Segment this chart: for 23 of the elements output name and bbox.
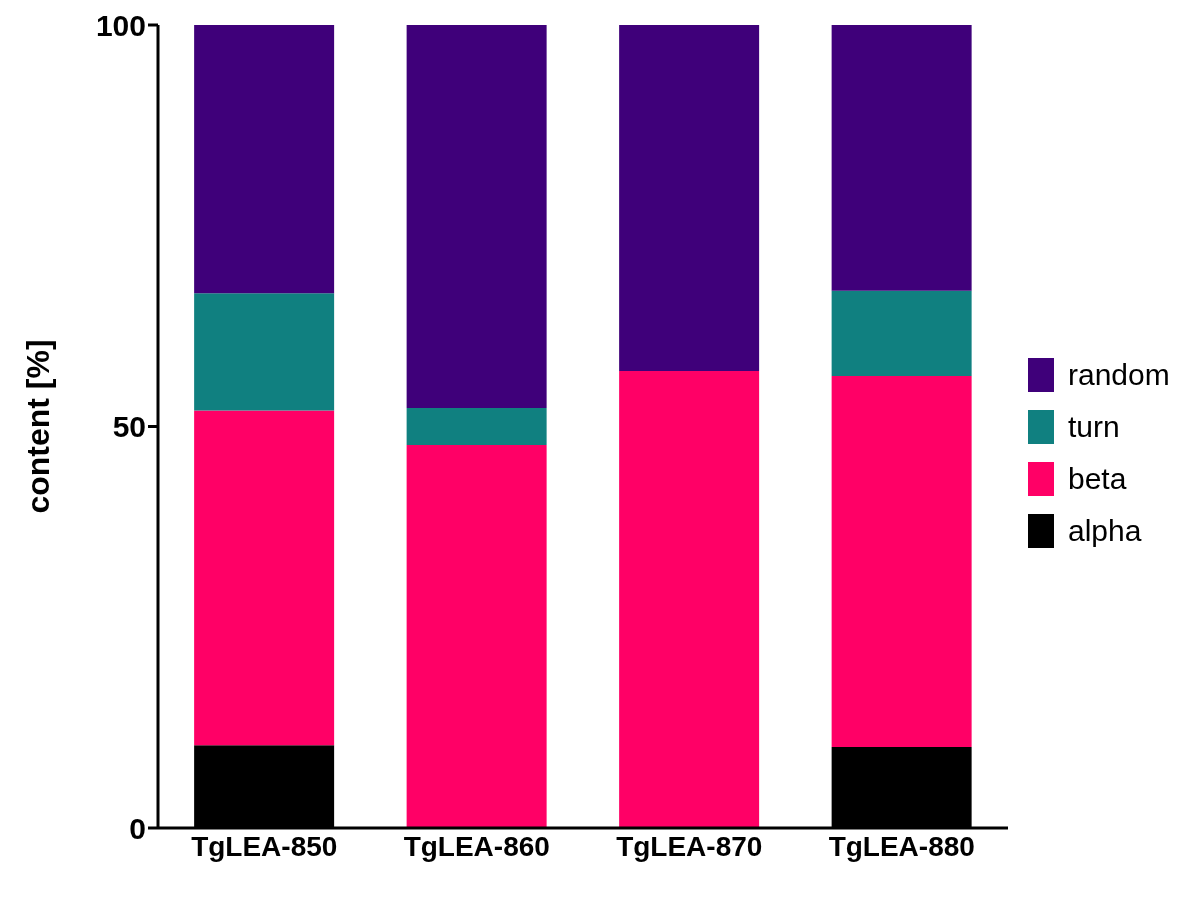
legend-label: beta: [1068, 462, 1127, 496]
bar: [406, 25, 547, 409]
bar: [831, 375, 972, 747]
x-tick-label: TgLEA-870: [616, 830, 763, 862]
bar: [831, 25, 972, 291]
x-tick-label: TgLEA-850: [191, 830, 338, 862]
bar: [194, 410, 335, 746]
bar: [194, 25, 335, 294]
bar: [406, 408, 547, 445]
bar: [194, 293, 335, 411]
bar: [619, 25, 760, 372]
y-axis-title: content [%]: [20, 339, 57, 514]
y-tick-label: 0: [129, 811, 146, 845]
bar: [406, 444, 547, 828]
x-tick-label: TgLEA-860: [403, 830, 550, 862]
legend-label: alpha: [1068, 514, 1142, 548]
legend-label: turn: [1068, 410, 1120, 444]
y-tick-label: 50: [112, 410, 146, 444]
bar: [831, 290, 972, 376]
y-tick-label: 100: [95, 8, 146, 42]
x-tick-label: TgLEA-880: [828, 830, 975, 862]
legend-label: random: [1068, 358, 1170, 392]
bar: [619, 371, 760, 828]
